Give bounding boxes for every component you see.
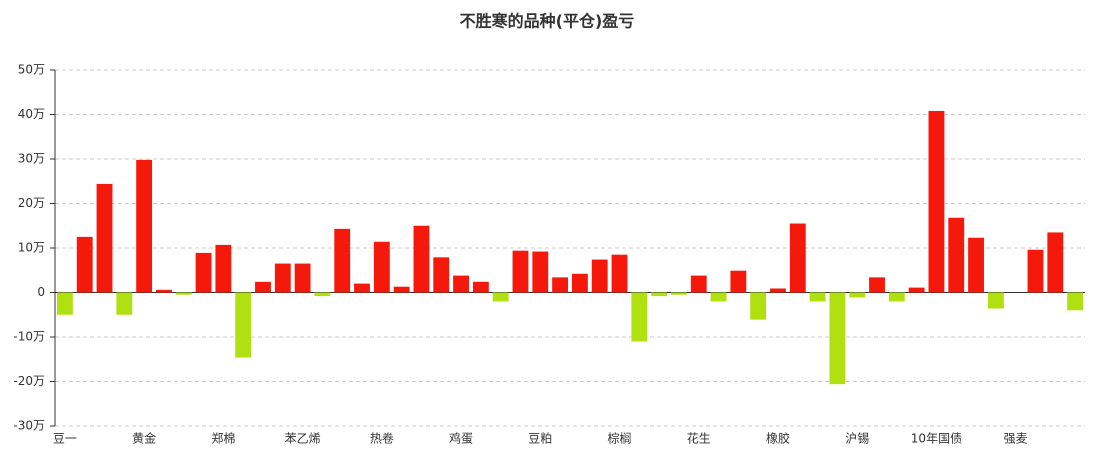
x-tick-label: 郑棉 xyxy=(211,431,235,446)
x-tick-label: 棕榈 xyxy=(608,431,632,446)
bar xyxy=(413,225,430,293)
bar xyxy=(373,241,390,293)
y-tick-label: 50万 xyxy=(18,63,45,77)
bar xyxy=(770,288,786,293)
bar xyxy=(314,292,331,297)
bar xyxy=(571,273,588,293)
bar xyxy=(492,292,509,302)
bar xyxy=(96,183,113,293)
bar xyxy=(948,217,965,293)
bar xyxy=(671,292,687,295)
bar xyxy=(156,289,172,293)
bar xyxy=(532,251,549,293)
y-tick-label: -30万 xyxy=(13,419,45,433)
bar xyxy=(56,292,73,315)
y-tick-label: 20万 xyxy=(18,196,45,210)
x-tick-label: 豆一 xyxy=(53,432,77,446)
bar xyxy=(888,292,905,302)
x-tick-label: 苯乙烯 xyxy=(285,432,321,446)
bar xyxy=(116,292,133,315)
x-tick-label: 10年国债 xyxy=(911,432,962,446)
y-tick-label: -20万 xyxy=(13,374,45,388)
chart-title: 不胜寒的品种(平仓)盈亏 xyxy=(460,12,635,31)
bar xyxy=(849,292,866,298)
bar xyxy=(611,254,628,293)
bar xyxy=(215,244,232,293)
bar xyxy=(76,236,93,293)
bar xyxy=(651,292,668,297)
bar xyxy=(393,286,410,293)
bar xyxy=(730,270,747,293)
bar xyxy=(195,252,212,293)
bar xyxy=(255,281,271,293)
bar xyxy=(928,110,945,293)
bar xyxy=(472,281,489,293)
bar xyxy=(789,223,806,293)
x-tick-label: 热卷 xyxy=(370,431,394,446)
y-tick-label: -10万 xyxy=(13,330,45,344)
x-tick-label: 鸡蛋 xyxy=(449,431,473,446)
x-tick-label: 花生 xyxy=(687,431,711,446)
bar xyxy=(512,250,529,293)
bar xyxy=(710,292,727,302)
bar xyxy=(809,292,826,302)
y-tick-label: 10万 xyxy=(18,241,45,255)
bar xyxy=(869,277,885,293)
y-tick-label: 30万 xyxy=(18,152,45,166)
bar xyxy=(690,275,707,293)
bar xyxy=(968,237,984,293)
bar xyxy=(334,228,351,293)
bar xyxy=(987,292,1004,309)
bar xyxy=(750,292,767,320)
x-tick-label: 橡胶 xyxy=(766,431,790,446)
x-tick-label: 强麦 xyxy=(1004,432,1028,446)
bar xyxy=(591,259,608,293)
bar xyxy=(354,283,370,293)
y-tick-label: 40万 xyxy=(18,107,45,121)
bar xyxy=(274,263,291,293)
bar xyxy=(552,277,569,293)
y-tick-label: 0 xyxy=(37,285,45,299)
bar xyxy=(631,292,648,342)
x-tick-label: 豆粕 xyxy=(528,431,552,446)
bar xyxy=(294,263,311,293)
bar xyxy=(453,275,469,293)
bar xyxy=(1027,249,1044,293)
x-tick-label: 沪锡 xyxy=(845,431,869,446)
bar xyxy=(908,287,925,293)
bar xyxy=(1047,232,1064,293)
bar xyxy=(235,292,252,358)
x-tick-label: 黄金 xyxy=(132,431,156,446)
bar xyxy=(175,292,192,295)
bar xyxy=(1067,292,1084,311)
bar xyxy=(136,159,153,293)
bar xyxy=(433,257,450,293)
bar xyxy=(829,292,846,385)
